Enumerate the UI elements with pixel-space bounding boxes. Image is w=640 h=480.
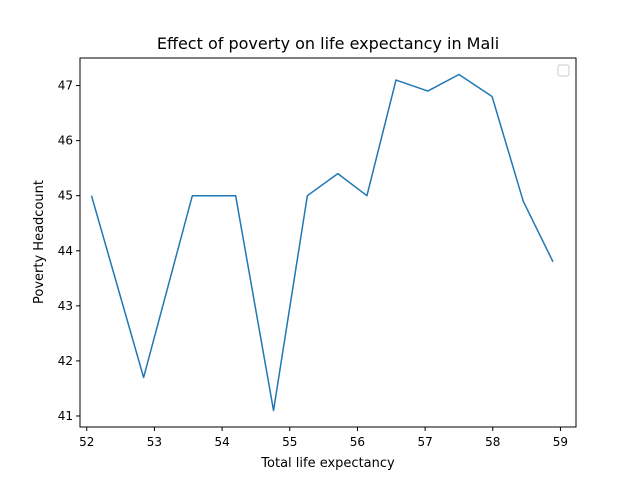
x-axis-label: Total life expectancy	[260, 456, 395, 471]
x-tick-label: 55	[282, 435, 297, 449]
legend-box	[557, 64, 570, 77]
x-tick-label: 57	[417, 435, 432, 449]
x-axis: 52 53 54 55 56 57 58 59	[79, 427, 568, 449]
y-tick-label: 42	[58, 354, 73, 368]
y-tick-label: 45	[58, 189, 73, 203]
chart-title: Effect of poverty on life expectancy in …	[157, 34, 499, 53]
series-line-0	[90, 73, 554, 412]
x-tick-label: 54	[214, 435, 229, 449]
y-axis-label: Poverty Headcount	[32, 180, 47, 304]
x-tick-label: 53	[147, 435, 162, 449]
y-tick-label: 47	[58, 79, 73, 93]
plot-area	[90, 73, 554, 412]
x-tick-label: 58	[485, 435, 500, 449]
x-tick-label: 56	[350, 435, 365, 449]
plot-frame	[79, 57, 577, 428]
y-tick-label: 46	[58, 134, 73, 148]
y-tick-label: 43	[58, 299, 73, 313]
x-tick-label: 59	[553, 435, 568, 449]
x-tick-label: 52	[79, 435, 94, 449]
y-axis: 41 42 43 44 45 46 47	[58, 79, 80, 423]
y-tick-label: 41	[58, 409, 73, 423]
y-tick-label: 44	[58, 244, 73, 258]
